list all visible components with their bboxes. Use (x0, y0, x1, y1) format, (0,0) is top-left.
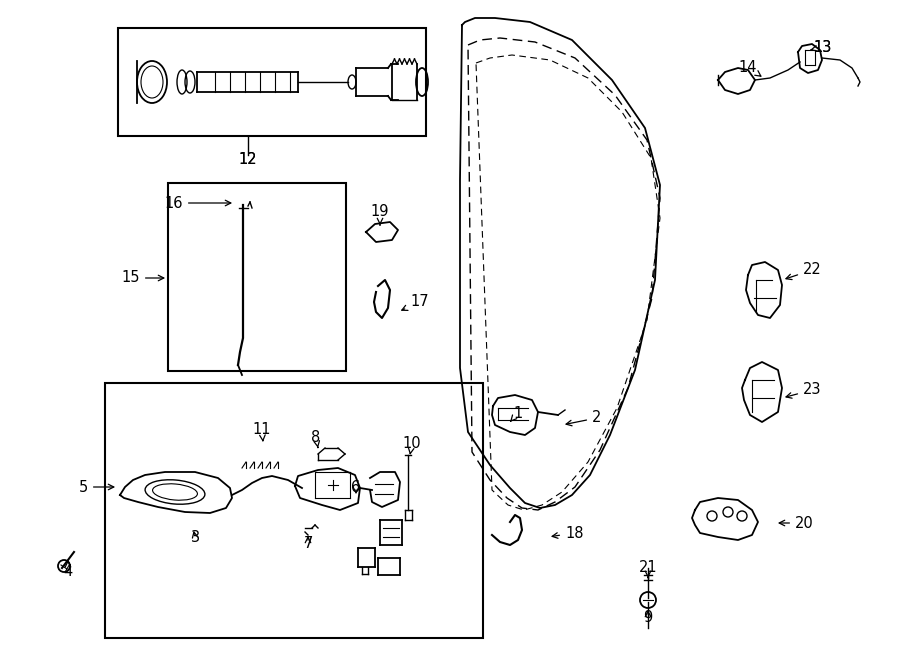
Text: 22: 22 (786, 262, 822, 280)
Text: 23: 23 (786, 383, 822, 398)
Text: 21: 21 (639, 559, 657, 577)
Text: 17: 17 (401, 295, 428, 311)
Bar (118, 28, 426, 136)
Text: 18: 18 (552, 525, 583, 541)
Bar (168, 183, 346, 371)
Text: 3: 3 (191, 529, 200, 545)
Text: 5: 5 (79, 479, 113, 494)
Text: 19: 19 (371, 204, 389, 225)
Text: 6: 6 (351, 479, 361, 494)
Text: 13: 13 (814, 40, 832, 54)
Text: 11: 11 (253, 422, 271, 441)
Text: 12: 12 (238, 153, 257, 167)
Text: 13: 13 (811, 40, 832, 54)
Text: 4: 4 (63, 561, 73, 580)
Text: 16: 16 (165, 196, 230, 210)
Text: 20: 20 (779, 516, 814, 531)
Text: 8: 8 (311, 430, 320, 447)
Text: 14: 14 (739, 59, 760, 76)
Text: 10: 10 (402, 436, 421, 454)
Text: 15: 15 (122, 270, 164, 286)
Text: 2: 2 (566, 410, 601, 426)
Bar (105, 383, 483, 638)
Text: 1: 1 (510, 405, 523, 422)
Text: 9: 9 (644, 609, 652, 625)
Text: 7: 7 (303, 535, 312, 551)
Text: 12: 12 (238, 153, 257, 167)
